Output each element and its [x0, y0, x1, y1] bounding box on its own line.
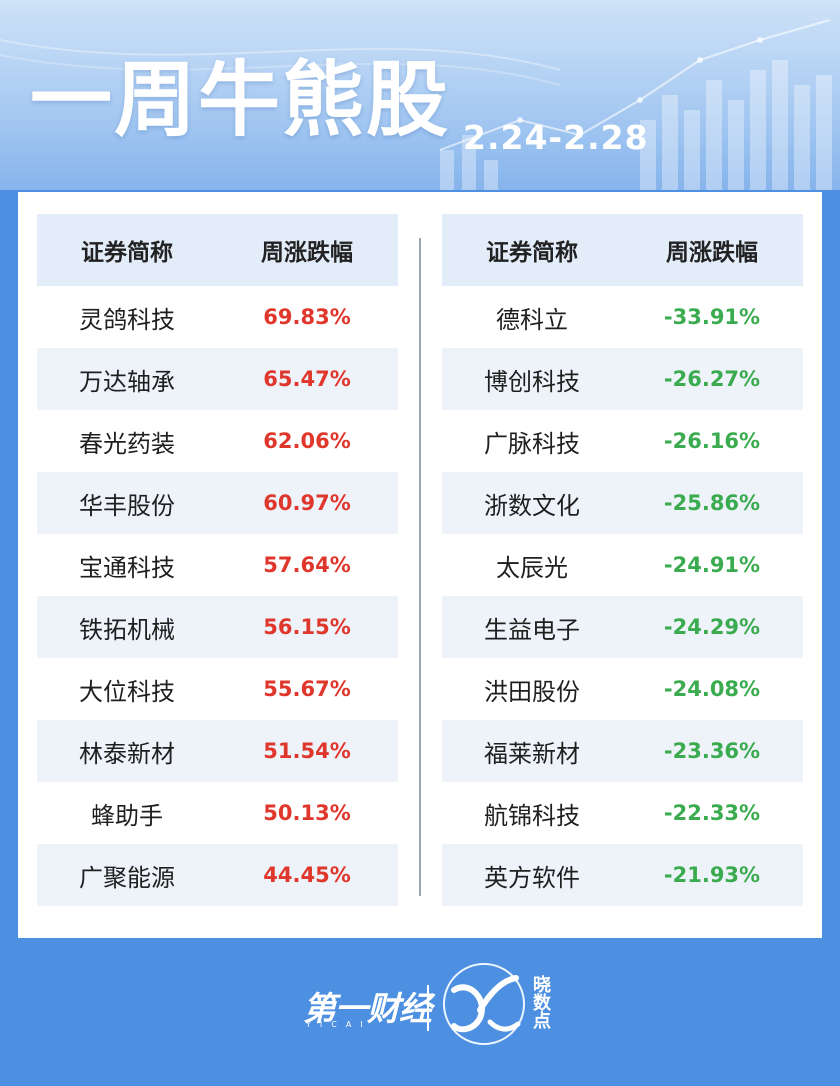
- stock-change: 57.64%: [263, 553, 351, 577]
- stock-name: 灵鸽科技: [79, 305, 175, 334]
- table-row: 春光药装 62.06%: [37, 410, 398, 472]
- stock-change: 56.15%: [263, 615, 351, 639]
- stock-change: 44.45%: [263, 863, 351, 887]
- table-row: 太辰光 -24.91%: [442, 534, 803, 596]
- table-row: 铁拓机械 56.15%: [37, 596, 398, 658]
- losers-table: 证券简称 周涨跌幅 德科立 -33.91% 博创科技 -26.27% 广脉科技 …: [442, 214, 803, 906]
- stock-change: 55.67%: [263, 677, 351, 701]
- page-title: 一周牛熊股: [30, 53, 451, 148]
- stock-name: 林泰新材: [79, 739, 175, 768]
- table-row: 浙数文化 -25.86%: [442, 472, 803, 534]
- table-row: 万达轴承 65.47%: [37, 348, 398, 410]
- stock-name: 春光药装: [79, 429, 175, 458]
- stock-name: 航锦科技: [484, 801, 580, 830]
- stock-change: -21.93%: [663, 863, 761, 887]
- header-banner: 一周牛熊股 2.24-2.28: [0, 0, 840, 190]
- yicai-brand-sub: YICAI: [306, 1020, 372, 1029]
- stock-name: 万达轴承: [79, 367, 175, 396]
- header-change: 周涨跌幅: [261, 240, 353, 266]
- stock-name: 生益电子: [484, 615, 580, 644]
- stock-name: 宝通科技: [79, 553, 175, 582]
- table-row: 博创科技 -26.27%: [442, 348, 803, 410]
- stock-change: -26.27%: [663, 367, 761, 391]
- stock-name: 德科立: [496, 305, 568, 334]
- table-row: 华丰股份 60.97%: [37, 472, 398, 534]
- table-row: 生益电子 -24.29%: [442, 596, 803, 658]
- gainers-header-row: 证券简称 周涨跌幅: [37, 214, 398, 286]
- stock-change: -22.33%: [663, 801, 761, 825]
- table-row: 英方软件 -21.93%: [442, 844, 803, 906]
- table-row: 大位科技 55.67%: [37, 658, 398, 720]
- yicai-brand: 第一财经: [303, 989, 432, 1028]
- stock-name: 铁拓机械: [79, 615, 175, 644]
- table-row: 德科立 -33.91%: [442, 286, 803, 348]
- stock-name: 福莱新材: [484, 739, 580, 768]
- table-row: 蜂助手 50.13%: [37, 782, 398, 844]
- stock-change: 50.13%: [263, 801, 351, 825]
- stock-change: 51.54%: [263, 739, 351, 763]
- stock-name: 大位科技: [79, 677, 175, 706]
- xiaoshudian-logo-text: 晓数点: [530, 975, 551, 1029]
- table-row: 林泰新材 51.54%: [37, 720, 398, 782]
- stock-name: 蜂助手: [91, 801, 163, 830]
- stock-name: 浙数文化: [484, 491, 580, 520]
- table-divider: [419, 238, 421, 896]
- table-row: 广脉科技 -26.16%: [442, 410, 803, 472]
- chart-decoration: [0, 19, 832, 190]
- stock-change: -24.08%: [663, 677, 761, 701]
- stock-name: 洪田股份: [484, 677, 580, 706]
- gainers-table: 证券简称 周涨跌幅 灵鸽科技 69.83% 万达轴承 65.47% 春光药装 6…: [37, 214, 398, 906]
- stock-change: -23.36%: [663, 739, 761, 763]
- footer-separator: [427, 985, 429, 1031]
- stock-change: 65.47%: [263, 367, 351, 391]
- stock-change: -25.86%: [663, 491, 761, 515]
- stock-change: 69.83%: [263, 305, 351, 329]
- table-row: 宝通科技 57.64%: [37, 534, 398, 596]
- losers-header-row: 证券简称 周涨跌幅: [442, 214, 803, 286]
- stock-name: 华丰股份: [79, 491, 175, 520]
- stock-name: 太辰光: [496, 553, 568, 582]
- table-row: 广聚能源 44.45%: [37, 844, 398, 906]
- header-name: 证券简称: [486, 240, 578, 266]
- stock-change: -24.91%: [663, 553, 761, 577]
- stock-change: -24.29%: [663, 615, 761, 639]
- stock-change: -26.16%: [663, 429, 761, 453]
- stock-name: 广脉科技: [484, 429, 580, 458]
- stock-change: 60.97%: [263, 491, 351, 515]
- xiaoshudian-logo-icon: [443, 963, 525, 1045]
- stock-change: -33.91%: [663, 305, 761, 329]
- stock-change: 62.06%: [263, 429, 351, 453]
- header-name: 证券简称: [81, 240, 173, 266]
- stock-name: 博创科技: [484, 367, 580, 396]
- stock-name: 英方软件: [484, 863, 580, 892]
- date-range: 2.24-2.28: [463, 118, 649, 157]
- stock-name: 广聚能源: [79, 863, 175, 892]
- table-row: 福莱新材 -23.36%: [442, 720, 803, 782]
- table-row: 灵鸽科技 69.83%: [37, 286, 398, 348]
- header-change: 周涨跌幅: [666, 240, 758, 266]
- table-row: 洪田股份 -24.08%: [442, 658, 803, 720]
- table-row: 航锦科技 -22.33%: [442, 782, 803, 844]
